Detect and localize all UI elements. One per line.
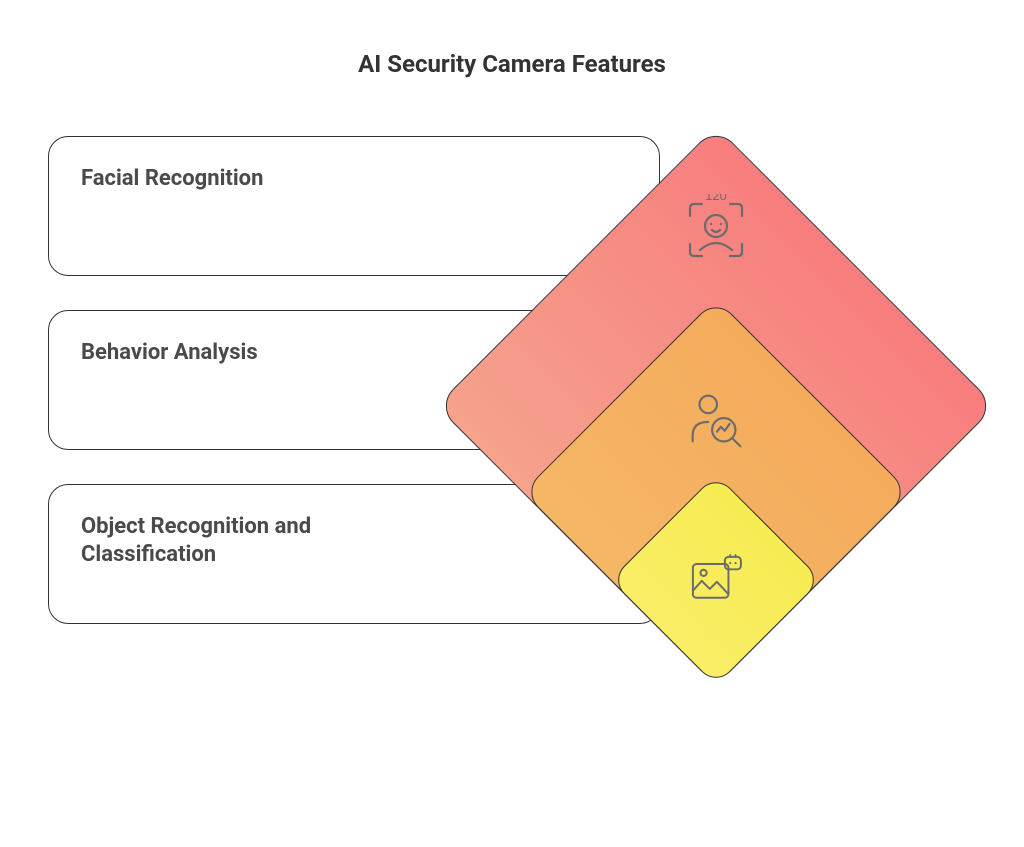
image-ai-icon: [684, 548, 748, 612]
face-scan-icon: 120: [680, 194, 752, 266]
page-title: AI Security Camera Features: [0, 50, 1024, 78]
feature-card: Facial Recognition: [48, 136, 660, 276]
page-title-text: AI Security Camera Features: [358, 50, 666, 78]
person-analytics-icon: [681, 385, 751, 455]
face-scan-value: 120: [705, 194, 727, 203]
feature-card-label: Behavior Analysis: [81, 339, 258, 367]
feature-card-label: Facial Recognition: [81, 165, 263, 193]
feature-card-label: Object Recognition and Classification: [81, 513, 361, 568]
